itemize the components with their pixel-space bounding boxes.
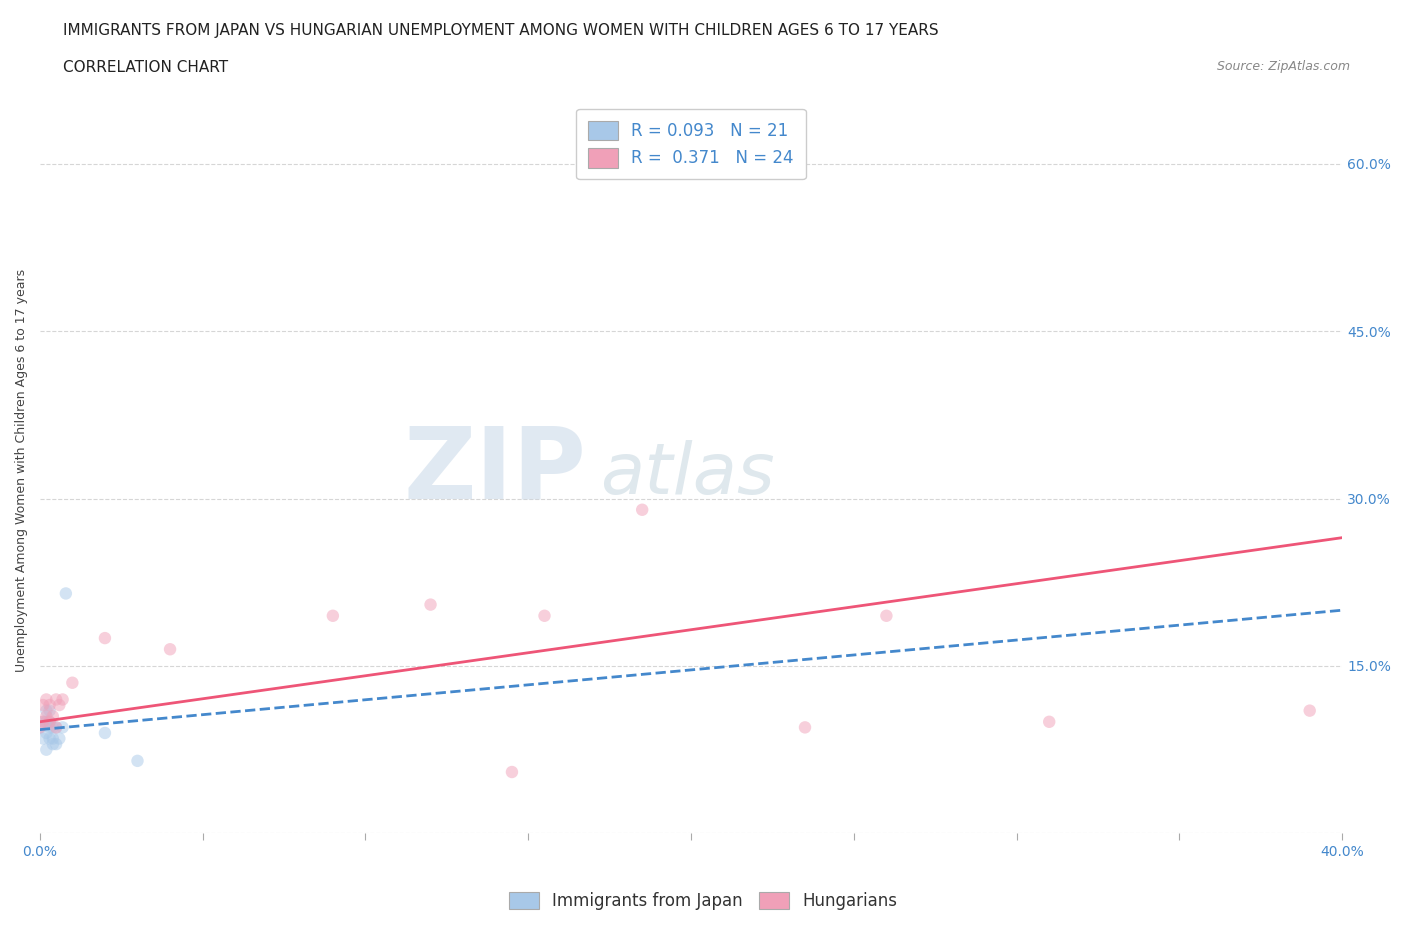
Y-axis label: Unemployment Among Women with Children Ages 6 to 17 years: Unemployment Among Women with Children A… [15,269,28,672]
Point [48,698,70,712]
Point [38,698,60,712]
Point [1299,703,1322,718]
Point [127,753,149,768]
Text: IMMIGRANTS FROM JAPAN VS HUNGARIAN UNEMPLOYMENT AMONG WOMEN WITH CHILDREN AGES 6: IMMIGRANTS FROM JAPAN VS HUNGARIAN UNEMP… [63,23,939,38]
Point [533,608,555,623]
Point [45,720,67,735]
Point [38,720,60,735]
Point [35,709,58,724]
Point [94,725,117,740]
Point [32,731,55,746]
Point [794,720,817,735]
Point [35,703,58,718]
Point [38,714,60,729]
Point [35,714,58,729]
Point [45,692,67,707]
Point [28,720,51,735]
Point [322,608,344,623]
Point [42,709,65,724]
Legend: Immigrants from Japan, Hungarians: Immigrants from Japan, Hungarians [502,885,904,917]
Point [35,725,58,740]
Point [60,675,83,690]
Point [94,631,117,645]
Text: atlas: atlas [600,440,775,509]
Text: CORRELATION CHART: CORRELATION CHART [63,60,228,75]
Point [42,720,65,735]
Point [45,737,67,751]
Point [159,642,181,657]
Point [32,714,55,729]
Text: ZIP: ZIP [404,422,586,519]
Point [1038,714,1060,729]
Point [32,698,55,712]
Point [52,720,75,735]
Point [501,764,523,779]
Point [35,692,58,707]
Point [55,586,77,601]
Point [32,714,55,729]
Point [28,720,51,735]
Point [52,692,75,707]
Point [45,720,67,735]
Point [38,703,60,718]
Text: Source: ZipAtlas.com: Source: ZipAtlas.com [1216,60,1350,73]
Point [42,737,65,751]
Point [38,731,60,746]
Legend: R = 0.093   N = 21, R =  0.371   N = 24: R = 0.093 N = 21, R = 0.371 N = 24 [576,109,806,179]
Point [419,597,441,612]
Point [42,731,65,746]
Point [48,731,70,746]
Point [631,502,654,517]
Point [875,608,897,623]
Point [38,714,60,729]
Point [35,742,58,757]
